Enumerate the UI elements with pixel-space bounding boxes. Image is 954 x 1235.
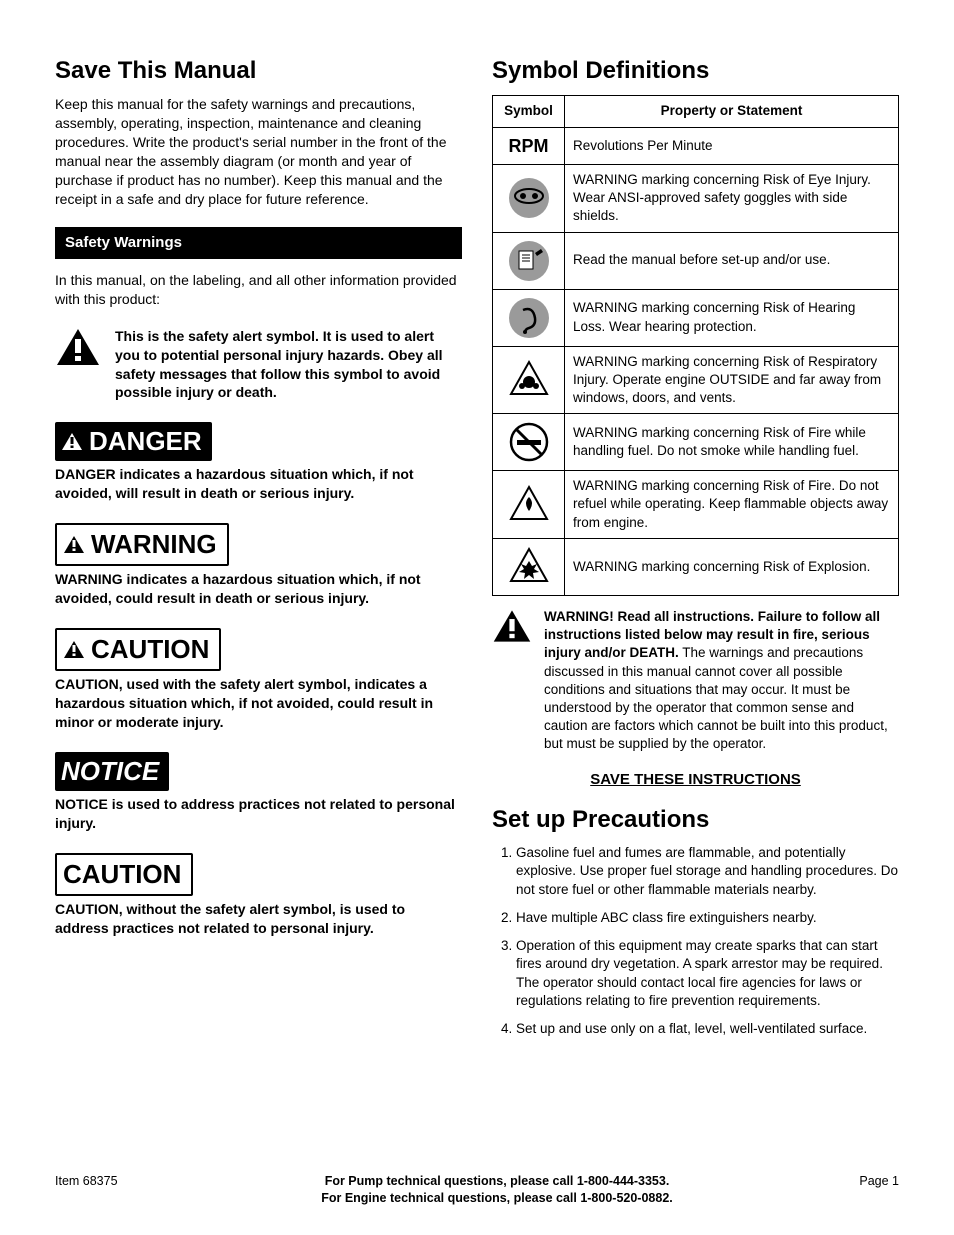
table-row: WARNING marking concerning Risk of Respi… [493, 346, 899, 414]
precaution-item: Have multiple ABC class fire extinguishe… [516, 909, 899, 927]
fire-icon [493, 471, 565, 539]
caution-badge: CAUTION [55, 628, 221, 671]
notice-label: NOTICE [61, 754, 159, 789]
danger-badge: DANGER [55, 422, 212, 461]
table-row: WARNING marking concerning Risk of Fire … [493, 414, 899, 471]
nosmoke-icon [493, 414, 565, 471]
caution-plain-label: CAUTION [63, 857, 181, 892]
symbol-table: Symbol Property or Statement RPM Revoluti… [492, 95, 899, 595]
symbol-description: WARNING marking concerning Risk of Heari… [565, 289, 899, 346]
rpm-label: RPM [509, 136, 549, 156]
warning-badge: WARNING [55, 523, 229, 566]
symbol-description: Revolutions Per Minute [565, 127, 899, 164]
footer-page-number: Page 1 [819, 1173, 899, 1190]
safety-alert-symbol-row: This is the safety alert symbol. It is u… [55, 327, 462, 403]
left-column: Save This Manual Keep this manual for th… [55, 55, 462, 1048]
footer-line-2: For Engine technical questions, please c… [175, 1190, 819, 1207]
alert-triangle-icon [492, 608, 532, 644]
precautions-list: Gasoline fuel and fumes are flammable, a… [492, 844, 899, 1038]
symbol-description: WARNING marking concerning Risk of Fire … [565, 414, 899, 471]
save-these-instructions: SAVE THESE INSTRUCTIONS [492, 770, 899, 790]
symbol-description: Read the manual before set-up and/or use… [565, 232, 899, 289]
table-header-symbol: Symbol [493, 96, 565, 127]
alert-triangle-icon [61, 432, 83, 452]
warning-read-all-rest: The warnings and precautions discussed i… [544, 645, 888, 751]
safety-warnings-bar: Safety Warnings [55, 227, 462, 259]
table-row: WARNING marking concerning Risk of Eye I… [493, 164, 899, 232]
page-footer: Item 68375 For Pump technical questions,… [55, 1173, 899, 1207]
ear-icon [493, 289, 565, 346]
symbol-description: WARNING marking concerning Risk of Respi… [565, 346, 899, 414]
notice-badge: NOTICE [55, 752, 169, 791]
explosion-icon [493, 538, 565, 595]
footer-center: For Pump technical questions, please cal… [175, 1173, 819, 1207]
caution-definition: CAUTION, used with the safety alert symb… [55, 675, 462, 732]
rpm-icon: RPM [493, 127, 565, 164]
caution-label: CAUTION [91, 632, 209, 667]
symbol-description: WARNING marking concerning Risk of Fire.… [565, 471, 899, 539]
warning-definition: WARNING indicates a hazardous situation … [55, 570, 462, 608]
safety-intro: In this manual, on the labeling, and all… [55, 271, 462, 309]
precaution-item: Operation of this equipment may create s… [516, 937, 899, 1010]
footer-line-1: For Pump technical questions, please cal… [175, 1173, 819, 1190]
warning-label: WARNING [91, 527, 217, 562]
precaution-item: Gasoline fuel and fumes are flammable, a… [516, 844, 899, 899]
respirator-icon [493, 346, 565, 414]
caution-plain-badge: CAUTION [55, 853, 193, 896]
save-manual-intro: Keep this manual for the safety warnings… [55, 95, 462, 208]
safety-alert-text: This is the safety alert symbol. It is u… [115, 327, 462, 403]
right-column: Symbol Definitions Symbol Property or St… [492, 55, 899, 1048]
danger-definition: DANGER indicates a hazardous situation w… [55, 465, 462, 503]
alert-triangle-icon [55, 327, 101, 367]
setup-precautions-title: Set up Precautions [492, 804, 899, 836]
footer-item-number: Item 68375 [55, 1173, 175, 1190]
notice-definition: NOTICE is used to address practices not … [55, 795, 462, 833]
table-row: WARNING marking concerning Risk of Heari… [493, 289, 899, 346]
manual-icon [493, 232, 565, 289]
table-header-statement: Property or Statement [565, 96, 899, 127]
table-row: WARNING marking concerning Risk of Explo… [493, 538, 899, 595]
warning-read-all-block: WARNING! Read all instructions. Failure … [492, 608, 899, 754]
table-row: RPM Revolutions Per Minute [493, 127, 899, 164]
precaution-item: Set up and use only on a flat, level, we… [516, 1020, 899, 1038]
table-row: Read the manual before set-up and/or use… [493, 232, 899, 289]
symbol-description: WARNING marking concerning Risk of Explo… [565, 538, 899, 595]
symbol-definitions-title: Symbol Definitions [492, 55, 899, 87]
warning-read-all-text: WARNING! Read all instructions. Failure … [544, 608, 899, 754]
alert-triangle-icon [63, 535, 85, 555]
table-row: WARNING marking concerning Risk of Fire.… [493, 471, 899, 539]
symbol-description: WARNING marking concerning Risk of Eye I… [565, 164, 899, 232]
save-manual-title: Save This Manual [55, 55, 462, 87]
danger-label: DANGER [89, 424, 202, 459]
alert-triangle-icon [63, 640, 85, 660]
caution-plain-definition: CAUTION, without the safety alert symbol… [55, 900, 462, 938]
goggles-icon [493, 164, 565, 232]
